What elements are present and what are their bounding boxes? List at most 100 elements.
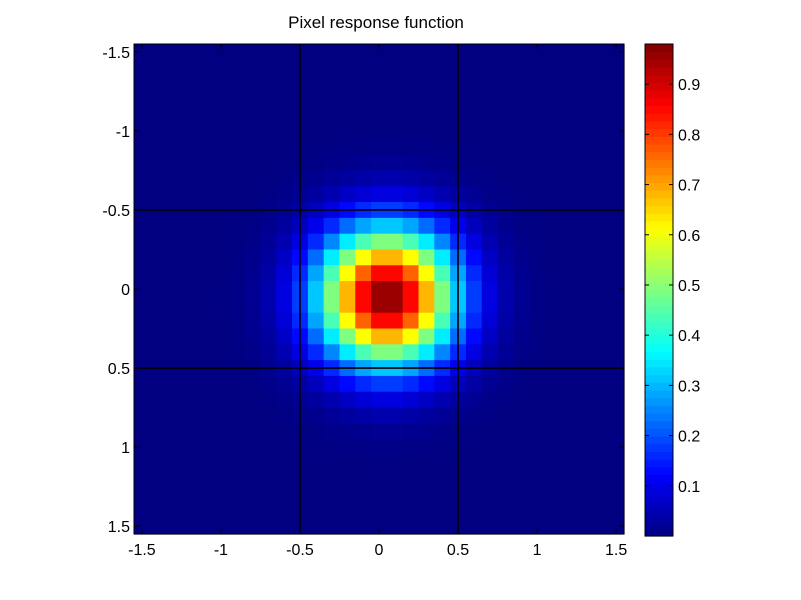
heatmap-cell xyxy=(355,391,372,409)
heatmap-cell xyxy=(276,59,293,77)
heatmap-cell xyxy=(592,391,609,409)
heatmap-cell xyxy=(544,470,562,488)
heatmap-cell xyxy=(181,138,198,156)
heatmap-cell xyxy=(228,59,246,77)
colorbar-segment xyxy=(645,51,673,60)
heatmap-cell xyxy=(418,439,435,456)
heatmap-cell xyxy=(213,91,230,108)
heatmap-cell xyxy=(307,375,325,393)
heatmap-cell xyxy=(307,486,325,503)
heatmap-cell xyxy=(576,502,593,519)
heatmap-cell xyxy=(323,502,341,519)
heatmap-cell xyxy=(307,249,325,266)
heatmap-cell xyxy=(402,249,420,266)
heatmap-cell xyxy=(134,123,151,140)
heatmap-cell xyxy=(197,344,214,361)
heatmap-cell xyxy=(560,75,578,93)
heatmap-cell xyxy=(323,312,341,330)
heatmap-cell xyxy=(307,138,325,156)
x-tick-label: -1.5 xyxy=(128,542,156,559)
heatmap-cell xyxy=(371,59,388,77)
heatmap-cell xyxy=(165,170,183,187)
heatmap-cell xyxy=(513,328,530,345)
heatmap-cell xyxy=(386,170,404,187)
heatmap-cell xyxy=(402,186,420,203)
colorbar-tick-label: 0.8 xyxy=(678,127,700,144)
heatmap-cell xyxy=(544,154,562,172)
heatmap-cell xyxy=(134,344,151,361)
heatmap-cell xyxy=(165,91,183,108)
heatmap-cell xyxy=(513,407,530,424)
heatmap-cell xyxy=(149,75,167,93)
heatmap-cell xyxy=(276,328,293,345)
heatmap-cell xyxy=(544,91,562,108)
heatmap-cell xyxy=(434,375,451,393)
heatmap-cell xyxy=(592,423,609,440)
heatmap-cell xyxy=(544,518,562,535)
heatmap-cell xyxy=(513,107,530,124)
heatmap-cell xyxy=(371,375,388,393)
heatmap-cell xyxy=(418,123,435,140)
heatmap-cell xyxy=(529,502,546,519)
heatmap-cell xyxy=(418,138,435,156)
heatmap-cell xyxy=(307,502,325,519)
heatmap-cell xyxy=(213,44,230,61)
heatmap-cell xyxy=(165,154,183,172)
heatmap-cell xyxy=(339,344,356,361)
heatmap-cell xyxy=(481,186,499,203)
x-tick-label: -1 xyxy=(214,542,228,559)
heatmap-cell xyxy=(402,75,420,93)
colorbar-segment xyxy=(645,82,673,91)
heatmap-cell xyxy=(371,233,388,251)
heatmap-cell xyxy=(181,44,198,61)
heatmap-cell xyxy=(544,170,562,187)
colorbar-segment xyxy=(645,59,673,68)
heatmap-cell xyxy=(228,312,246,330)
heatmap-cell xyxy=(323,454,341,472)
heatmap-cell xyxy=(149,59,167,77)
heatmap-cell xyxy=(228,375,246,393)
heatmap-cell xyxy=(165,217,183,235)
heatmap-cell xyxy=(402,44,420,61)
heatmap-cell xyxy=(181,59,198,77)
heatmap-cell xyxy=(497,233,514,251)
heatmap-cell xyxy=(244,407,262,424)
heatmap-cell xyxy=(465,502,483,519)
heatmap-cell xyxy=(307,296,325,314)
colorbar-segment xyxy=(645,213,673,222)
heatmap-cell xyxy=(228,233,246,251)
heatmap-cell xyxy=(386,249,404,266)
heatmap-cell xyxy=(134,138,151,156)
heatmap-cell xyxy=(339,91,356,108)
heatmap-cell xyxy=(560,486,578,503)
heatmap-cell xyxy=(560,249,578,266)
heatmap-cell xyxy=(165,107,183,124)
heatmap-cell xyxy=(497,375,514,393)
heatmap-cell xyxy=(497,312,514,330)
heatmap-cell xyxy=(307,439,325,456)
heatmap-cell xyxy=(149,186,167,203)
heatmap-cell xyxy=(465,186,483,203)
heatmap-cell xyxy=(529,407,546,424)
heatmap-cell xyxy=(418,502,435,519)
colorbar-segment xyxy=(645,97,673,107)
heatmap-cell xyxy=(497,439,514,456)
heatmap-cell xyxy=(149,154,167,172)
heatmap-cell xyxy=(465,518,483,535)
y-tick-label: 0 xyxy=(121,282,130,299)
heatmap-cell xyxy=(371,296,388,314)
heatmap-cell xyxy=(418,217,435,235)
heatmap-cell xyxy=(465,439,483,456)
colorbar-segment xyxy=(645,182,673,191)
heatmap-cell xyxy=(434,486,451,503)
heatmap-cell xyxy=(323,281,341,298)
heatmap-cell xyxy=(197,439,214,456)
heatmap-cell xyxy=(228,391,246,409)
heatmap-cell xyxy=(434,344,451,361)
heatmap-cell xyxy=(386,470,404,488)
heatmap-cell xyxy=(323,123,341,140)
heatmap-cell xyxy=(592,296,609,314)
colorbar-segment xyxy=(645,382,673,391)
colorbar-segment xyxy=(645,243,673,253)
heatmap-cell xyxy=(497,217,514,235)
